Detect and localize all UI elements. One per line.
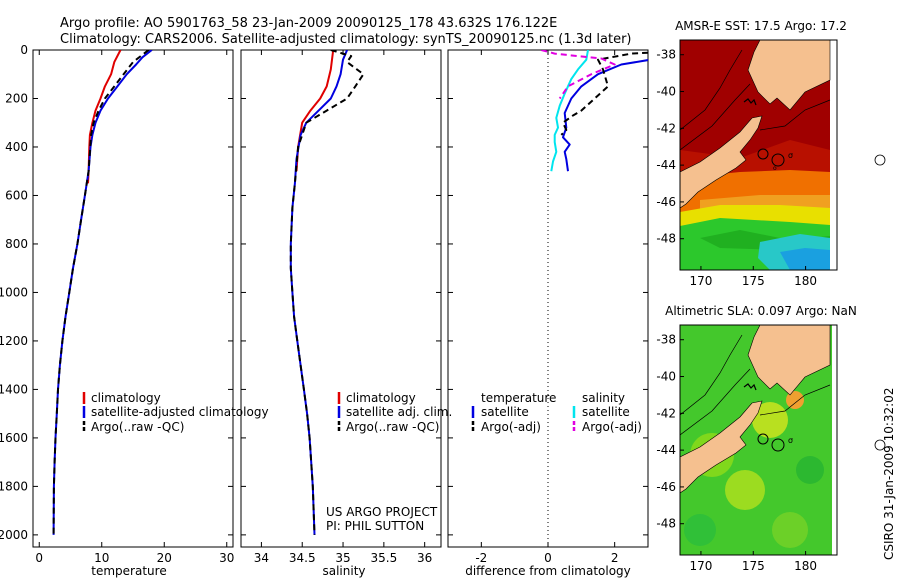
depth-tick-label: 1800 bbox=[0, 479, 28, 493]
sla-map: σ bbox=[680, 325, 837, 555]
argo-float-marker bbox=[771, 153, 785, 167]
csiro-timestamp: CSIRO 31-Jan-2009 10:32:02 bbox=[882, 388, 896, 560]
series-line-salinity-satellite bbox=[550, 50, 589, 172]
depth-tick-label: 1400 bbox=[0, 382, 28, 396]
x-tick-label: 34.5 bbox=[289, 551, 316, 565]
series-line-satellite-adj-clim- bbox=[289, 50, 349, 535]
map-lon-label: 175 bbox=[742, 559, 765, 573]
argo-float-marker bbox=[757, 433, 769, 445]
legend-label-climatology: climatology bbox=[346, 391, 416, 405]
map-lon-label: 170 bbox=[689, 274, 712, 288]
sst-offmap-marker bbox=[874, 154, 886, 166]
x-tick-label: 0 bbox=[35, 551, 43, 565]
difference-legend: temperature satellite Argo(-adj) salinit… bbox=[471, 391, 642, 434]
depth-axis: 0 200 400 600 800 1000 1200 1400 1600 1800 2000 bbox=[0, 43, 28, 542]
map-lat-label: -44 bbox=[656, 443, 676, 457]
map-lon-label: 175 bbox=[742, 274, 765, 288]
temperature-xlabel: temperature bbox=[91, 564, 166, 578]
sla-offmap-marker bbox=[874, 439, 886, 451]
temperature-axes bbox=[32, 49, 234, 548]
map-lon-label: 180 bbox=[794, 559, 817, 573]
x-tick-label: 0 bbox=[544, 551, 552, 565]
island-glyph: o bbox=[773, 165, 777, 172]
pi-annotation: PI: PHIL SUTTON bbox=[326, 519, 424, 533]
island-glyph: σ bbox=[788, 151, 793, 160]
depth-tick-label: 1200 bbox=[0, 334, 28, 348]
figure-title-line1: Argo profile: AO 5901763_58 23-Jan-2009 … bbox=[60, 16, 557, 31]
depth-tick-label: 400 bbox=[5, 140, 28, 154]
depth-tick-label: 200 bbox=[5, 91, 28, 105]
sst-north-island bbox=[747, 40, 831, 111]
legend-label-climatology: climatology bbox=[91, 391, 161, 405]
depth-tick-label: 2000 bbox=[0, 528, 28, 542]
x-tick-label: 20 bbox=[157, 551, 172, 565]
x-tick-label: 35 bbox=[335, 551, 350, 565]
sla-map-frame bbox=[679, 324, 838, 556]
legend-label-satellite: satellite-adjusted climatology bbox=[91, 405, 269, 419]
series-line-argo-raw-qc- bbox=[52, 50, 150, 535]
depth-tick-label: 800 bbox=[5, 237, 28, 251]
figure-title-line2: Climatology: CARS2006. Satellite-adjuste… bbox=[60, 32, 632, 47]
x-tick-label: 35.5 bbox=[370, 551, 397, 565]
map-lat-label: -48 bbox=[656, 232, 676, 246]
map-lat-label: -42 bbox=[656, 121, 676, 135]
map-lat-label: -44 bbox=[656, 158, 676, 172]
legend-label-argo: Argo(..raw -QC) bbox=[91, 420, 184, 434]
sla-north-island bbox=[747, 325, 831, 396]
temperature-series-layer bbox=[52, 50, 153, 535]
map-lat-label: -42 bbox=[656, 406, 676, 420]
map-lon-label: 180 bbox=[794, 274, 817, 288]
panel-ticks: 0 10 20 30 34 34.5 35 35.5 36 -2 0 2 bbox=[33, 49, 648, 565]
argo-float-marker bbox=[757, 148, 769, 160]
depth-tick-label: 1000 bbox=[0, 285, 28, 299]
sst-map: σ o bbox=[680, 40, 837, 270]
depth-tick-label: 0 bbox=[20, 43, 28, 57]
map-lat-label: -40 bbox=[656, 370, 676, 384]
legend-title-temperature: temperature bbox=[481, 391, 556, 405]
island-glyph: σ bbox=[788, 436, 793, 445]
x-tick-label: 36 bbox=[417, 551, 432, 565]
difference-xlabel: difference from climatology bbox=[465, 564, 631, 578]
map-lat-label: -40 bbox=[656, 85, 676, 99]
sst-map-title: AMSR-E SST: 17.5 Argo: 17.2 bbox=[675, 19, 847, 33]
x-tick-label: 2 bbox=[611, 551, 619, 565]
map-lat-label: -46 bbox=[656, 195, 676, 209]
sst-map-frame bbox=[679, 39, 838, 271]
salinity-axes bbox=[240, 49, 442, 548]
map-ticks: 170 175 180 -38 -40 -42 -44 -46 -48 170 175 180 -38 -… bbox=[656, 48, 817, 573]
map-lon-label: 170 bbox=[689, 559, 712, 573]
legend-label-satellite: satellite adj. clim. bbox=[346, 405, 452, 419]
x-tick-label: 30 bbox=[219, 551, 234, 565]
map-lat-label: -46 bbox=[656, 480, 676, 494]
legend-label-sal-argo: Argo(-adj) bbox=[582, 420, 642, 434]
depth-tick-label: 1600 bbox=[0, 431, 28, 445]
legend-label-temp-satellite: satellite bbox=[481, 405, 529, 419]
argo-float-marker bbox=[771, 438, 785, 452]
map-lat-label: -38 bbox=[656, 333, 676, 347]
salinity-xlabel: salinity bbox=[322, 564, 365, 578]
sla-map-title: Altimetric SLA: 0.097 Argo: NaN bbox=[665, 304, 857, 318]
salinity-series-layer bbox=[289, 50, 365, 535]
difference-series-layer bbox=[541, 50, 648, 547]
salinity-legend: climatology satellite adj. clim. Argo(..… bbox=[337, 391, 452, 434]
map-lat-label: -38 bbox=[656, 48, 676, 62]
map-lat-label: -48 bbox=[656, 517, 676, 531]
legend-label-temp-argo: Argo(-adj) bbox=[481, 420, 541, 434]
project-annotation: US ARGO PROJECT bbox=[326, 505, 438, 519]
legend-title-salinity: salinity bbox=[582, 391, 625, 405]
sla-south-island bbox=[680, 400, 763, 494]
x-tick-label: -2 bbox=[475, 551, 487, 565]
legend-label-sal-satellite: satellite bbox=[582, 405, 630, 419]
x-tick-label: 34 bbox=[254, 551, 269, 565]
series-line-temperature-satellite bbox=[562, 59, 648, 172]
depth-tick-label: 600 bbox=[5, 188, 28, 202]
legend-label-argo: Argo(..raw -QC) bbox=[346, 420, 439, 434]
x-tick-label: 10 bbox=[94, 551, 109, 565]
sst-south-island bbox=[680, 115, 763, 209]
temperature-legend: climatology satellite-adjusted climatolo… bbox=[82, 391, 269, 434]
series-line-salinity-argo-adj- bbox=[541, 50, 616, 100]
